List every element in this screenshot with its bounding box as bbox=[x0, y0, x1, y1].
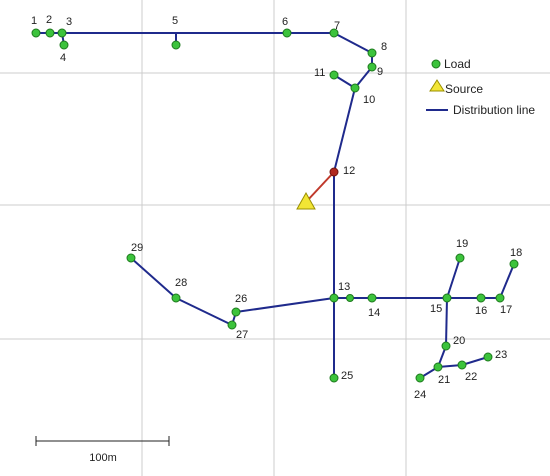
node-label-26: 26 bbox=[235, 293, 247, 305]
node-14 bbox=[367, 293, 377, 303]
node-label-25: 25 bbox=[341, 370, 353, 382]
node-label-8: 8 bbox=[381, 41, 387, 53]
legend-load-marker bbox=[431, 59, 441, 69]
node-label-23: 23 bbox=[495, 349, 507, 361]
node-2 bbox=[45, 28, 55, 38]
distribution-line-27-28 bbox=[175, 297, 233, 326]
node-11 bbox=[329, 70, 339, 80]
node-label-29: 29 bbox=[131, 242, 143, 254]
distribution-line-17-18 bbox=[499, 263, 515, 299]
node-label-27: 27 bbox=[236, 329, 248, 341]
node-label-3: 3 bbox=[66, 16, 72, 28]
distribution-line-9-10 bbox=[354, 66, 373, 89]
node-24 bbox=[415, 373, 425, 383]
node-label-11: 11 bbox=[314, 67, 325, 79]
node-10 bbox=[350, 83, 360, 93]
scale-bar: 100m bbox=[35, 436, 170, 464]
node-21 bbox=[433, 362, 443, 372]
node-label-2: 2 bbox=[46, 14, 52, 26]
node-6 bbox=[282, 28, 292, 38]
node-27 bbox=[227, 320, 237, 330]
distribution-line-10-12 bbox=[333, 87, 356, 173]
scale-bar-label: 100m bbox=[89, 452, 117, 464]
legend-source-marker bbox=[429, 79, 445, 92]
node-26 bbox=[231, 307, 241, 317]
node-label-18: 18 bbox=[510, 247, 522, 259]
node-1 bbox=[31, 28, 41, 38]
node-label-20: 20 bbox=[453, 335, 465, 347]
node-label-13: 13 bbox=[338, 281, 350, 293]
distribution-line-13-26 bbox=[235, 297, 335, 313]
node-17 bbox=[495, 293, 505, 303]
node-label-10: 10 bbox=[363, 94, 375, 106]
node-label-22: 22 bbox=[465, 371, 477, 383]
node-20 bbox=[441, 341, 451, 351]
node-29 bbox=[126, 253, 136, 263]
node-label-24: 24 bbox=[414, 389, 426, 401]
node-3 bbox=[57, 28, 67, 38]
node-12 bbox=[329, 167, 339, 177]
distribution-line-15-20 bbox=[445, 297, 448, 347]
node-13 bbox=[329, 293, 339, 303]
node-16 bbox=[476, 293, 486, 303]
node-label-17: 17 bbox=[500, 304, 512, 316]
node-label-28: 28 bbox=[175, 277, 187, 289]
node-label-6: 6 bbox=[282, 16, 288, 28]
node-5 bbox=[171, 40, 181, 50]
node-label-4: 4 bbox=[60, 52, 66, 64]
distribution-line-7-8 bbox=[333, 32, 373, 54]
node-label-19: 19 bbox=[456, 238, 468, 250]
node-label-15: 15 bbox=[430, 303, 442, 315]
load-node-unlabeled bbox=[346, 294, 354, 302]
node-15 bbox=[442, 293, 452, 303]
node-9 bbox=[367, 62, 377, 72]
legend: Load Source Distribution line bbox=[426, 57, 535, 117]
node-label-21: 21 bbox=[438, 374, 450, 386]
distribution-lines bbox=[36, 32, 515, 379]
node-label-9: 9 bbox=[377, 66, 383, 78]
node-label-5: 5 bbox=[172, 15, 178, 27]
node-label-12: 12 bbox=[343, 165, 355, 177]
node-8 bbox=[367, 48, 377, 58]
node-18 bbox=[509, 259, 519, 269]
distribution-line-15-19 bbox=[446, 257, 461, 299]
distribution-line-22-23 bbox=[461, 356, 489, 366]
node-23 bbox=[483, 352, 493, 362]
node-25 bbox=[329, 373, 339, 383]
node-22 bbox=[457, 360, 467, 370]
network-nodes bbox=[31, 28, 519, 383]
legend-load-label: Load bbox=[444, 57, 471, 71]
node-label-14: 14 bbox=[368, 307, 380, 319]
node-4 bbox=[59, 40, 69, 50]
node-7 bbox=[329, 28, 339, 38]
node-label-16: 16 bbox=[475, 305, 487, 317]
source-feeder-line bbox=[305, 171, 335, 203]
node-label-1: 1 bbox=[31, 15, 37, 27]
source-node bbox=[296, 191, 316, 210]
node-label-7: 7 bbox=[334, 20, 340, 32]
distribution-line-28-29 bbox=[130, 257, 177, 299]
legend-line-label: Distribution line bbox=[453, 103, 535, 117]
node-28 bbox=[171, 293, 181, 303]
legend-source-label: Source bbox=[445, 82, 483, 96]
node-19 bbox=[455, 253, 465, 263]
